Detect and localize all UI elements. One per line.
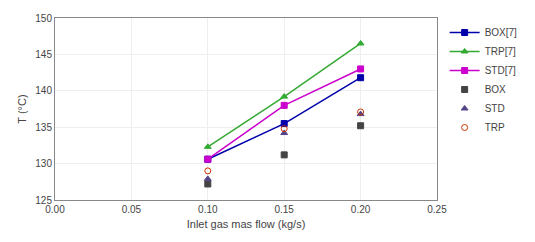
svg-text:125: 125 [35, 195, 52, 206]
svg-text:TRP[7]: TRP[7] [485, 46, 516, 57]
svg-text:STD: STD [485, 103, 505, 114]
svg-text:BOX: BOX [485, 84, 506, 95]
svg-text:TRP: TRP [485, 122, 505, 133]
svg-text:0.15: 0.15 [274, 204, 294, 215]
svg-text:0.25: 0.25 [427, 204, 447, 215]
svg-text:0.20: 0.20 [351, 204, 371, 215]
svg-text:T (°C): T (°C) [16, 94, 28, 123]
svg-text:BOX[7]: BOX[7] [485, 27, 517, 38]
svg-text:Inlet gas mas flow (kg/s): Inlet gas mas flow (kg/s) [187, 218, 306, 230]
svg-text:135: 135 [35, 122, 52, 133]
svg-text:0.00: 0.00 [45, 204, 65, 215]
svg-text:140: 140 [35, 85, 52, 96]
svg-text:150: 150 [35, 13, 52, 24]
svg-text:0.05: 0.05 [122, 204, 142, 215]
svg-text:145: 145 [35, 49, 52, 60]
svg-text:0.10: 0.10 [198, 204, 218, 215]
svg-text:130: 130 [35, 158, 52, 169]
svg-text:STD[7]: STD[7] [485, 65, 516, 76]
